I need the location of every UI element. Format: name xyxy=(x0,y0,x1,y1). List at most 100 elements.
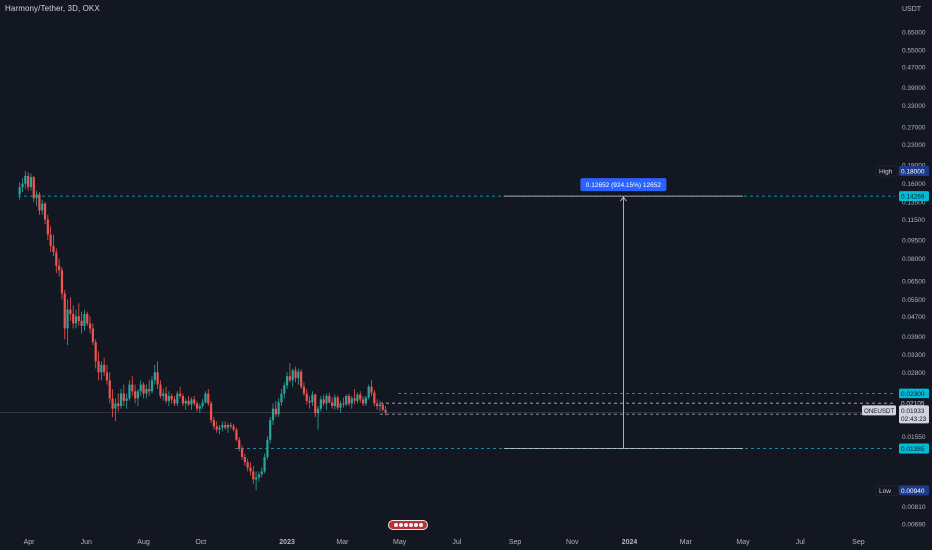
candle-body xyxy=(361,399,365,404)
measure-arrow-head xyxy=(620,196,627,202)
candle-body xyxy=(94,342,97,362)
candle-body xyxy=(294,370,297,379)
candle xyxy=(328,392,331,404)
chart-symbol-title[interactable]: Harmony/Tether, 3D, OKX xyxy=(5,4,100,13)
candle-body xyxy=(215,426,218,430)
candle xyxy=(69,297,72,321)
candle xyxy=(133,384,137,404)
candle xyxy=(325,393,328,410)
candle-body xyxy=(271,408,275,421)
time-axis[interactable]: Apr Jun Aug Oct 2023 Mar May Jul Sep Nov 2024 Mar Ma… xyxy=(24,539,865,546)
candle xyxy=(66,299,69,346)
candle xyxy=(322,394,325,407)
candle xyxy=(305,388,308,405)
candle xyxy=(373,389,376,407)
candle-body xyxy=(108,380,111,399)
candle-body xyxy=(43,203,47,220)
price-axis-tick-label: 0.13500 xyxy=(902,200,926,207)
candle-body xyxy=(302,386,306,394)
candle xyxy=(142,382,145,399)
candle xyxy=(179,386,182,399)
candle-body xyxy=(266,439,269,457)
candle xyxy=(43,202,47,225)
candle xyxy=(198,403,201,414)
event-dot xyxy=(393,523,398,527)
candle xyxy=(125,393,128,409)
candle xyxy=(117,393,120,412)
candle-body xyxy=(342,403,345,405)
candle-body xyxy=(131,384,134,392)
candle-body xyxy=(142,384,145,394)
candle-body xyxy=(128,384,131,399)
candle-body xyxy=(308,400,311,403)
candle-body xyxy=(356,394,359,401)
candle-body xyxy=(305,393,308,401)
candle xyxy=(187,395,190,407)
candle xyxy=(77,303,80,326)
candle xyxy=(94,339,97,369)
candle-body xyxy=(97,361,100,373)
candle xyxy=(297,368,300,385)
candle xyxy=(238,436,241,452)
level-price-label-text: 0.02300 xyxy=(901,391,925,398)
price-axis-tick-label: 0.09500 xyxy=(902,238,926,245)
price-axis-tick-label: 0.00810 xyxy=(902,504,926,511)
candle xyxy=(173,395,176,407)
candle-body xyxy=(139,384,142,392)
candle xyxy=(378,400,382,412)
candle-body xyxy=(240,448,244,457)
candle-body xyxy=(224,425,227,428)
candle xyxy=(300,369,303,389)
candle-body xyxy=(103,364,106,373)
candle xyxy=(63,289,66,340)
candle xyxy=(356,392,359,404)
candle-body xyxy=(280,393,283,403)
candle-body xyxy=(83,313,86,326)
price-axis-tick-label: 0.47000 xyxy=(902,65,926,72)
candle xyxy=(41,199,44,215)
candle-body xyxy=(187,400,190,405)
candle xyxy=(46,214,49,241)
candle-body xyxy=(384,409,387,413)
candle xyxy=(345,394,348,407)
candle-body xyxy=(300,371,303,387)
candle xyxy=(105,364,109,385)
candle-body xyxy=(66,309,69,329)
candle xyxy=(153,364,156,385)
candle-body xyxy=(314,394,317,414)
time-axis-tick-label: Aug xyxy=(137,539,150,546)
candle-body xyxy=(212,420,215,427)
candle-body xyxy=(58,265,61,271)
candle-body xyxy=(269,420,272,440)
price-axis-tick-label: 0.27000 xyxy=(902,125,926,132)
candle-body xyxy=(179,393,182,396)
candle xyxy=(364,395,367,407)
candle xyxy=(294,366,297,383)
candle xyxy=(52,234,55,257)
candle-body xyxy=(218,427,221,430)
candle xyxy=(119,388,123,409)
candle-body xyxy=(260,471,263,475)
price-range-measure[interactable]: 0.12652 (924.15%) 12652 xyxy=(503,178,744,449)
candle-body xyxy=(209,403,213,421)
candle-body xyxy=(325,395,328,404)
level-price-label: 0.01385 xyxy=(899,443,929,454)
economic-events-badge[interactable] xyxy=(388,520,428,530)
candle xyxy=(88,316,92,334)
candle xyxy=(35,190,38,207)
candle xyxy=(257,471,261,482)
candle-body xyxy=(316,408,320,414)
low-price-tag-background xyxy=(875,485,899,496)
candle xyxy=(311,391,314,407)
candle xyxy=(314,393,317,418)
candle xyxy=(29,173,33,191)
candle xyxy=(319,395,322,412)
candle-body xyxy=(173,399,176,404)
candle-body xyxy=(60,270,64,294)
candle xyxy=(252,465,255,484)
price-axis-tick-label: 0.02800 xyxy=(902,370,926,377)
candle-body xyxy=(297,371,300,379)
time-axis-tick-label: Sep xyxy=(852,539,865,546)
candle xyxy=(339,400,342,414)
